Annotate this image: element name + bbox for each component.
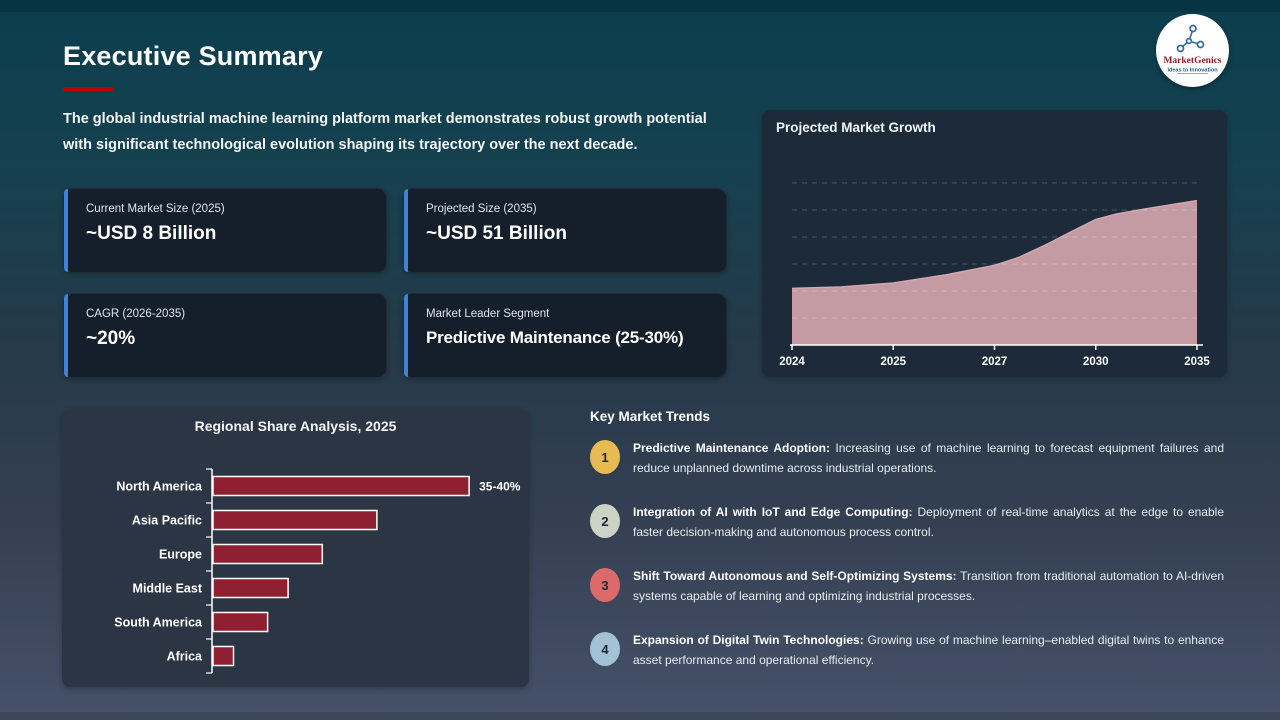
trends-heading: Key Market Trends	[590, 409, 711, 424]
stat-card-accent	[64, 189, 68, 272]
bar-north-america	[212, 475, 470, 497]
bar-south-america	[212, 611, 269, 633]
stat-label: Market Leader Segment	[426, 308, 550, 320]
bar-africa	[212, 645, 235, 667]
stat-card-cagr: CAGR (2026-2035) ~20%	[63, 293, 387, 378]
stat-card-accent	[64, 294, 68, 377]
growth-chart-title: Projected Market Growth	[776, 120, 936, 135]
regional-chart-card: Regional Share Analysis, 2025 North Amer…	[62, 409, 529, 687]
stat-card-projected-size: Projected Size (2035) ~USD 51 Billion	[403, 188, 727, 273]
category-label: Africa	[167, 650, 203, 664]
trend-text: Expansion of Digital Twin Technologies: …	[633, 630, 1224, 670]
bar-value-label: 35-40%	[479, 480, 521, 494]
trend-text: Shift Toward Autonomous and Self-Optimiz…	[633, 566, 1224, 606]
stat-label: Projected Size (2035)	[426, 203, 537, 215]
intro-text: The global industrial machine learning p…	[63, 111, 707, 153]
stat-card-accent	[404, 189, 408, 272]
x-tick-label: 2024	[779, 356, 805, 368]
x-tick-label: 2027	[982, 356, 1008, 368]
trend-number-badge: 1	[590, 440, 620, 474]
category-label: North America	[116, 480, 203, 494]
trend-title: Integration of AI with IoT and Edge Comp…	[633, 505, 913, 519]
trend-number-badge: 3	[590, 568, 620, 602]
trend-number: 3	[601, 577, 609, 593]
category-label: Europe	[159, 548, 202, 562]
trend-item-4: 4 Expansion of Digital Twin Technologies…	[590, 630, 1224, 670]
growth-area	[792, 200, 1197, 345]
page-title: Executive Summary	[63, 41, 324, 71]
stat-card-current-market-size: Current Market Size (2025) ~USD 8 Billio…	[63, 188, 387, 273]
trend-number-badge: 2	[590, 504, 620, 538]
stat-card-accent	[404, 294, 408, 377]
trend-item-2: 2 Integration of AI with IoT and Edge Co…	[590, 502, 1224, 542]
logo-tagline: Ideas to Innovation	[1167, 68, 1218, 74]
x-tick-label: 2025	[880, 356, 906, 368]
bar-middle-east	[212, 577, 289, 599]
trend-body: Deployment of real-time analytics at the…	[633, 505, 1224, 539]
logo: MarketGenics Ideas to Innovation	[1156, 14, 1229, 87]
logo-svg: MarketGenics Ideas to Innovation	[1163, 24, 1222, 74]
trend-title: Predictive Maintenance Adoption:	[633, 441, 830, 455]
growth-chart-canvas: 2024 2025 2027 2030 2035	[779, 182, 1210, 368]
regional-chart-title: Regional Share Analysis, 2025	[194, 418, 397, 434]
trend-title: Expansion of Digital Twin Technologies:	[633, 633, 864, 647]
stat-value: ~USD 51 Billion	[426, 223, 567, 244]
stat-value: ~USD 8 Billion	[86, 223, 217, 244]
trend-number-badge: 4	[590, 632, 620, 666]
growth-area-edge	[791, 199, 1198, 289]
stat-value: Predictive Maintenance (25-30%)	[426, 328, 684, 347]
category-label: Asia Pacific	[132, 514, 202, 528]
bottom-band	[0, 712, 1280, 720]
trend-number: 1	[601, 449, 609, 465]
trend-body: Growing use of machine learning–enabled …	[633, 633, 1224, 667]
stats-grid: Current Market Size (2025) ~USD 8 Billio…	[63, 188, 727, 378]
trend-title: Shift Toward Autonomous and Self-Optimiz…	[633, 569, 957, 583]
top-band	[0, 0, 1280, 12]
key-market-trends: Key Market Trends 1 Predictive Maintenan…	[590, 409, 1224, 694]
trend-item-3: 3 Shift Toward Autonomous and Self-Optim…	[590, 566, 1224, 606]
growth-chart-card: Projected Market Growth 2024 2025 2027 2030…	[762, 110, 1227, 377]
x-tick-label: 2030	[1083, 356, 1109, 368]
category-label: Middle East	[133, 582, 203, 596]
trend-item-1: 1 Predictive Maintenance Adoption: Incre…	[590, 438, 1224, 478]
trend-text: Predictive Maintenance Adoption: Increas…	[633, 438, 1224, 478]
trend-list: 1 Predictive Maintenance Adoption: Incre…	[590, 438, 1224, 670]
regional-chart-canvas: North America 35-40% Asia Pacific Europe Mid…	[114, 468, 521, 674]
logo-name: MarketGenics	[1163, 56, 1221, 66]
trend-body: Increasing use of machine learning to fo…	[633, 441, 1224, 475]
trend-body: Transition from traditional automation t…	[633, 569, 1224, 603]
molecule-icon	[1176, 24, 1205, 53]
bar-europe	[212, 543, 324, 565]
title-underline	[63, 87, 113, 91]
stat-card-market-leader-segment: Market Leader Segment Predictive Mainten…	[403, 293, 727, 378]
trend-number: 2	[601, 513, 609, 529]
stat-value: ~20%	[86, 328, 136, 349]
stat-label: CAGR (2026-2035)	[86, 308, 186, 320]
stat-label: Current Market Size (2025)	[86, 203, 225, 215]
trend-number: 4	[601, 641, 609, 657]
x-tick-label: 2035	[1184, 356, 1210, 368]
trend-text: Integration of AI with IoT and Edge Comp…	[633, 502, 1224, 542]
bar-asia-pacific	[212, 509, 378, 531]
category-label: South America	[114, 616, 203, 630]
